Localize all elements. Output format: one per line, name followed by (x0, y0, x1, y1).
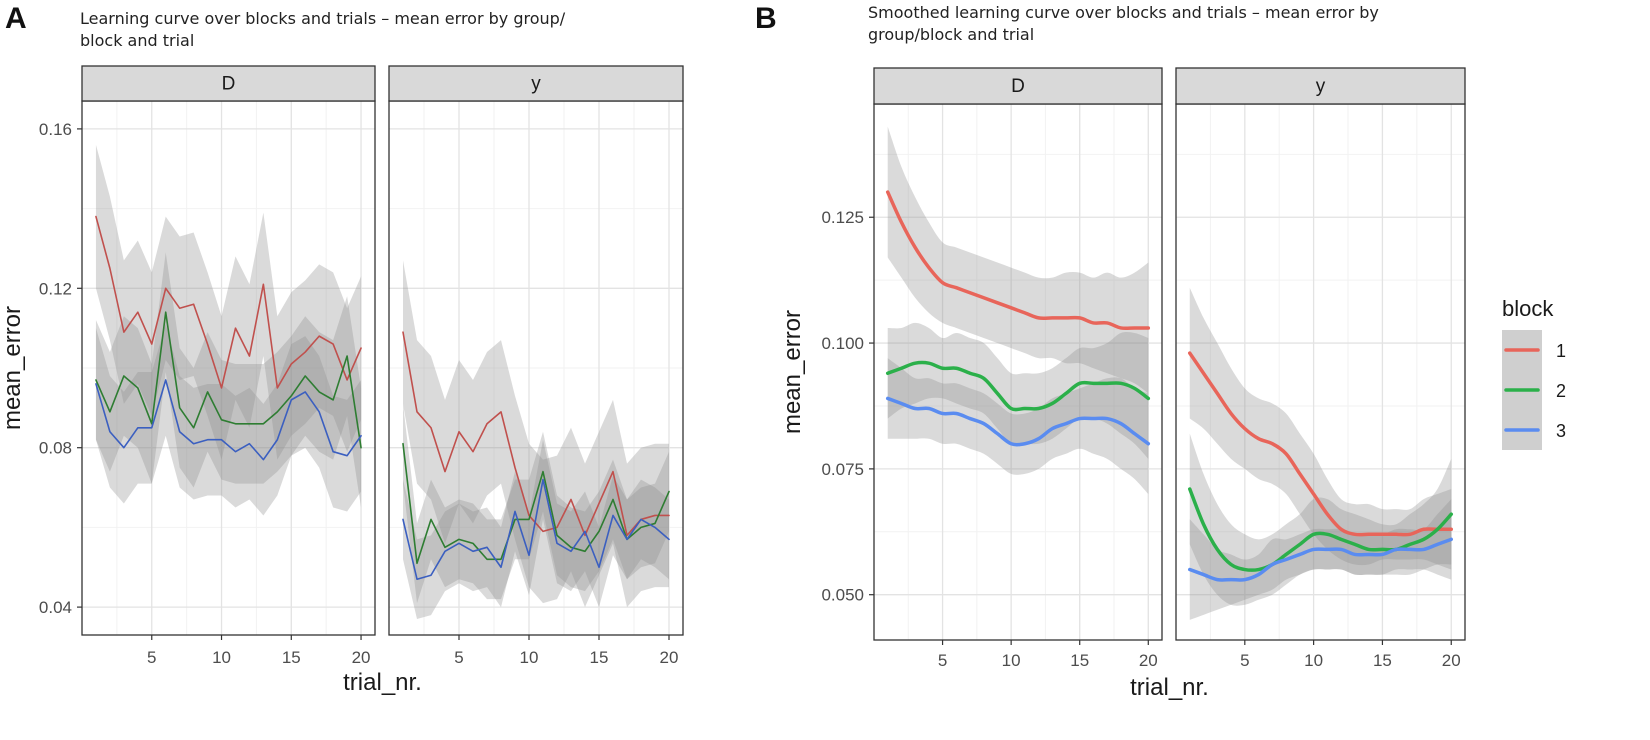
plot-background (82, 101, 375, 635)
legend-label-block-2: 2 (1556, 381, 1566, 401)
series-line-block-1 (1188, 351, 1453, 537)
y-tick-label: 0.100 (821, 334, 864, 353)
series-line-block-1 (95, 215, 362, 389)
facet-strip (388, 65, 684, 102)
y-tick-label: 0.04 (39, 598, 72, 617)
confidence-band-block-1 (1189, 287, 1452, 570)
facet-strip-label: D (1011, 76, 1025, 97)
panel-border (81, 100, 376, 636)
x-tick-label: 20 (1139, 651, 1158, 670)
confidence-band-block-1 (887, 126, 1149, 394)
x-tick-label: 5 (147, 648, 156, 667)
series-line-block-3 (1188, 537, 1453, 582)
series-line-block-3 (95, 379, 362, 461)
facet-strip-label: y (1316, 76, 1326, 97)
x-tick-label: 10 (520, 648, 539, 667)
panel-b-title-line2: group/block and trial (868, 25, 1035, 44)
series-line-block-1 (402, 331, 670, 537)
legend-title: block (1502, 296, 1554, 321)
series-line-block-2 (1188, 487, 1453, 572)
panel-border (388, 100, 684, 636)
plot-background (1176, 104, 1465, 640)
panel-a-title-line1: Learning curve over blocks and trials – … (80, 9, 566, 28)
facet-strip-label: D (222, 74, 236, 95)
panel-border (1175, 103, 1466, 641)
x-tick-label: 10 (212, 648, 231, 667)
x-tick-label: 20 (1442, 651, 1461, 670)
confidence-band-block-2 (95, 252, 362, 508)
x-tick-label: 20 (660, 648, 679, 667)
panel-b-title: Smoothed learning curve over blocks and … (868, 2, 1508, 46)
facet-y: y 5 10 15 20 (388, 65, 684, 667)
facet-D: D 5 10 15 20 0.050 0.075 0.100 0.125 (821, 67, 1163, 670)
y-axis-label: mean_error (779, 310, 806, 434)
legend-label-block-1: 1 (1556, 341, 1566, 361)
confidence-band-block-2 (1189, 433, 1452, 606)
y-tick-label: 0.16 (39, 120, 72, 139)
y-axis-label: mean_error (0, 306, 26, 430)
x-tick-label: 15 (1373, 651, 1392, 670)
x-tick-label: 15 (590, 648, 609, 667)
y-tick-label: 0.12 (39, 279, 72, 298)
series-line-block-2 (402, 442, 670, 565)
x-tick-label: 15 (282, 648, 301, 667)
confidence-band-block-3 (887, 358, 1149, 495)
series-line-block-3 (402, 478, 670, 581)
panel-b-letter: B (755, 2, 777, 35)
y-tick-label: 0.125 (821, 208, 864, 227)
x-axis-label: trial_nr. (343, 669, 422, 696)
series-line-block-1 (885, 190, 1151, 331)
legend-label-block-3: 3 (1556, 421, 1566, 441)
confidence-band-block-2 (403, 403, 669, 604)
plot-background (874, 104, 1162, 640)
series-line-block-3 (885, 396, 1151, 447)
confidence-band-block-3 (95, 324, 362, 516)
x-tick-label: 20 (352, 648, 371, 667)
legend-key-block-2 (1502, 370, 1542, 410)
panel-a-title-line2: block and trial (80, 31, 195, 50)
legend-key-block-1 (1502, 330, 1542, 370)
confidence-band-block-2 (887, 322, 1149, 459)
plot-background (389, 101, 683, 635)
x-tick-label: 5 (938, 651, 947, 670)
confidence-band-block-1 (95, 144, 362, 460)
facet-y: y 5 10 15 20 (1175, 67, 1466, 670)
facet-strip (873, 67, 1163, 105)
confidence-band-block-3 (1189, 499, 1452, 620)
y-tick-label: 0.08 (39, 439, 72, 458)
facet-D: D 5 10 15 20 0.04 0.08 0.12 0.16 (39, 65, 376, 667)
x-tick-label: 5 (454, 648, 463, 667)
panel-a-title: Learning curve over blocks and trials – … (80, 8, 720, 52)
chart-a: D 5 10 15 20 0.04 0.08 0.12 0.16 y 5 10 15 20 trial_nr… (0, 65, 684, 696)
x-tick-label: 10 (1304, 651, 1323, 670)
x-tick-label: 10 (1002, 651, 1021, 670)
facet-strip (81, 65, 376, 102)
x-tick-label: 15 (1070, 651, 1089, 670)
panel-a-letter: A (5, 2, 27, 35)
x-axis-label: trial_nr. (1130, 674, 1209, 701)
x-tick-label: 5 (1240, 651, 1249, 670)
series-line-block-2 (95, 311, 362, 449)
confidence-band-block-3 (403, 439, 669, 620)
y-tick-label: 0.050 (821, 586, 864, 605)
panel-b-title-line1: Smoothed learning curve over blocks and … (868, 3, 1379, 22)
legend-key-block-3 (1502, 410, 1542, 450)
panel-border (873, 103, 1163, 641)
confidence-band-block-1 (403, 260, 669, 608)
series-line-block-2 (885, 360, 1151, 412)
facet-strip (1175, 67, 1466, 105)
facet-strip-label: y (531, 74, 541, 95)
y-tick-label: 0.075 (821, 460, 864, 479)
chart-b: D 5 10 15 20 0.050 0.075 0.100 0.125 y 5 10 15 20 tria… (779, 67, 1566, 701)
